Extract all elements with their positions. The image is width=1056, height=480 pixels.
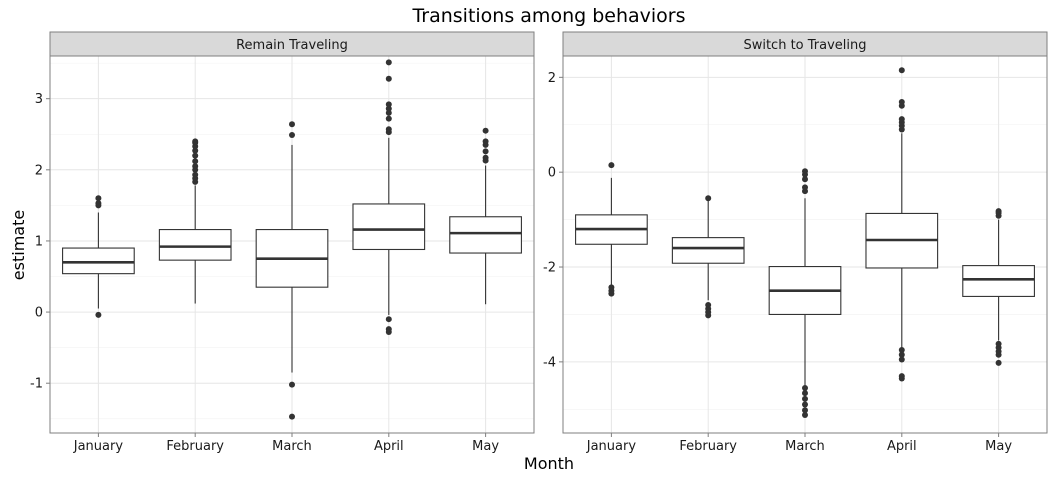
box-february — [671, 195, 745, 319]
outlier-point — [802, 184, 808, 191]
facet-panel-2: Switch to Traveling -4 -2 0 2 January February… — [543, 31, 1048, 454]
outlier-point — [192, 158, 199, 165]
outlier-point — [802, 401, 808, 408]
y-tick-label: -2 — [543, 261, 556, 276]
outlier-point — [705, 195, 712, 202]
outlier-point — [95, 311, 102, 318]
box-february — [158, 138, 232, 304]
x-tick-label: January — [586, 439, 637, 454]
box-april — [352, 59, 426, 335]
box-iqr — [449, 216, 522, 254]
y-tick-label: 2 — [548, 71, 556, 86]
x-tick-label: March — [785, 439, 825, 454]
outlier-point — [385, 105, 392, 112]
box-iqr — [962, 265, 1035, 297]
x-tick-label: January — [73, 439, 124, 454]
outlier-point — [482, 148, 489, 155]
box-january — [62, 195, 135, 318]
outlier-point — [802, 407, 808, 414]
x-tick-label: February — [679, 439, 737, 454]
outlier-point — [898, 98, 905, 105]
box-iqr — [62, 247, 135, 275]
outlier-point — [802, 395, 808, 402]
x-tick-label: February — [166, 439, 224, 454]
outlier-point — [802, 411, 808, 418]
outlier-point — [192, 138, 199, 145]
outlier-point — [192, 163, 199, 170]
outlier-point — [608, 284, 615, 291]
x-tick-label: April — [887, 439, 917, 454]
outlier-point — [192, 152, 199, 159]
outlier-point — [898, 351, 905, 358]
outlier-point — [385, 115, 392, 122]
outlier-point — [802, 176, 808, 183]
outlier-point — [385, 316, 392, 323]
y-tick-label: 1 — [35, 234, 43, 249]
outlier-point — [289, 381, 295, 388]
outlier-point — [95, 200, 102, 207]
box-iqr — [352, 203, 426, 251]
outlier-point — [482, 154, 489, 161]
box-january — [575, 162, 648, 297]
outlier-point — [385, 75, 392, 82]
outlier-point — [802, 384, 808, 391]
outlier-point — [385, 59, 392, 66]
outlier-point — [995, 340, 1002, 347]
facet-strip — [562, 31, 1048, 57]
outlier-point — [705, 301, 712, 308]
outlier-point — [289, 121, 295, 128]
outlier-point — [482, 138, 489, 145]
y-tick-label: 0 — [35, 306, 43, 321]
x-tick-label: May — [472, 439, 499, 454]
box-iqr — [671, 237, 745, 264]
outlier-point — [802, 390, 808, 397]
outlier-point — [898, 373, 905, 380]
outlier-point — [192, 147, 199, 154]
outlier-point — [385, 126, 392, 133]
outlier-point — [995, 359, 1002, 366]
x-tick-label: April — [374, 439, 404, 454]
outlier-point — [192, 171, 199, 178]
facet-panels: Remain Traveling -1 0 1 2 3 January February Mar… — [30, 31, 1048, 454]
x-tick-label: March — [272, 439, 312, 454]
facet-strip-label: Switch to Traveling — [743, 38, 866, 53]
facet-strip-label: Remain Traveling — [236, 38, 348, 53]
box-march — [255, 121, 329, 420]
outlier-point — [385, 109, 392, 116]
y-axis-title: estimate — [9, 210, 28, 280]
box-iqr — [158, 229, 232, 261]
box-march — [768, 168, 842, 418]
x-axis-title: Month — [524, 454, 574, 473]
y-tick-label: -4 — [543, 355, 556, 370]
outlier-point — [898, 347, 905, 354]
outlier-point — [995, 208, 1002, 215]
outlier-point — [608, 162, 615, 169]
outlier-point — [289, 413, 295, 420]
y-tick-label: 2 — [35, 163, 43, 178]
outlier-point — [898, 356, 905, 363]
box-may — [449, 127, 522, 305]
outlier-point — [289, 131, 295, 138]
box-april — [865, 67, 939, 382]
outlier-point — [385, 101, 392, 108]
facet-panel-1: Remain Traveling -1 0 1 2 3 January February Mar… — [30, 31, 535, 454]
y-tick-label: 3 — [35, 92, 43, 107]
box-may — [962, 208, 1035, 366]
outlier-point — [385, 326, 392, 333]
outlier-point — [482, 127, 489, 134]
outlier-point — [898, 67, 905, 74]
chart-title: Transitions among behaviors — [411, 5, 685, 27]
outlier-point — [95, 195, 102, 202]
outlier-point — [802, 168, 808, 175]
y-tick-label: 0 — [548, 166, 556, 181]
outlier-point — [898, 116, 905, 123]
y-tick-label: -1 — [30, 377, 43, 392]
facet-strip — [49, 31, 535, 57]
x-tick-label: May — [985, 439, 1012, 454]
